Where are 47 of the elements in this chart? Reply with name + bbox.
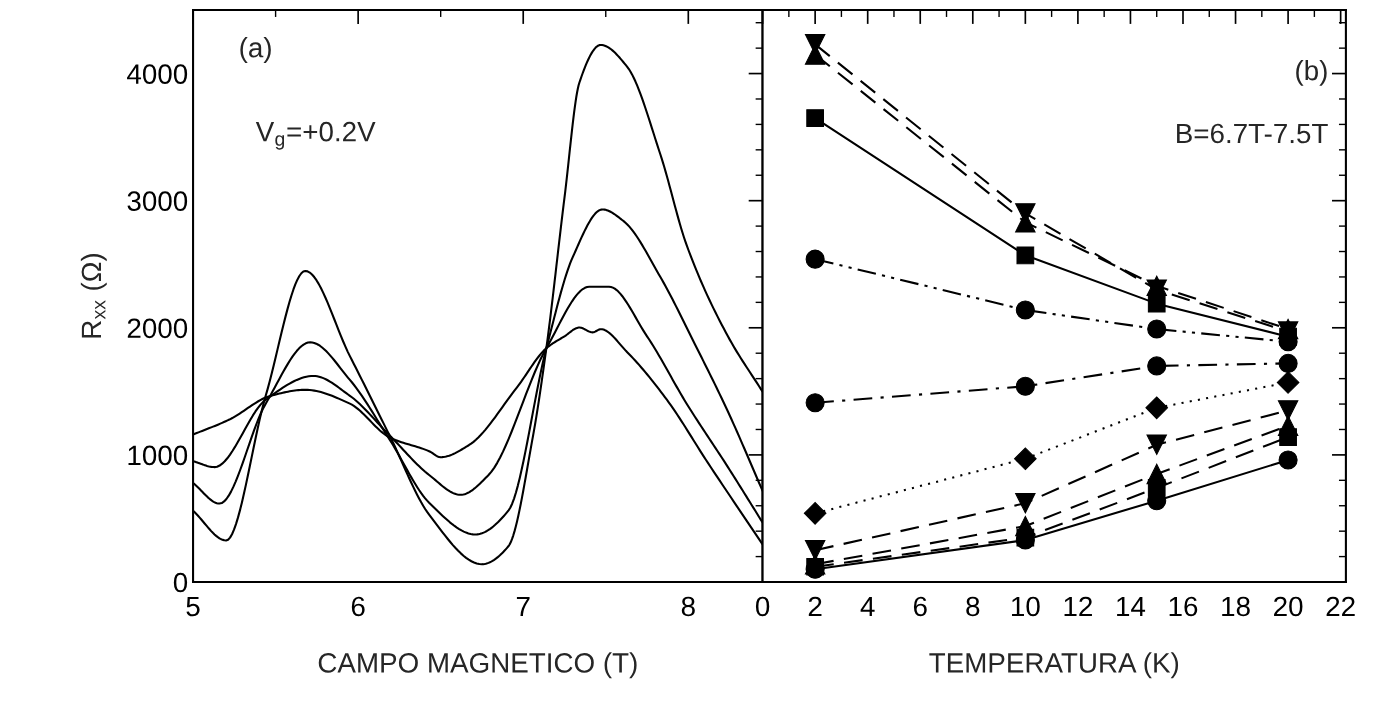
x-tick-label: 12: [1064, 596, 1092, 617]
x-tick-label: 2: [808, 596, 822, 617]
x-tick-label: 6: [913, 596, 927, 617]
y-tick-label: 1000: [128, 445, 188, 466]
x-tick-label: 20: [1274, 596, 1303, 617]
y-tick-label: 3000: [127, 191, 188, 212]
point: [1147, 319, 1167, 339]
point: [1146, 434, 1167, 455]
point: [1278, 353, 1298, 373]
x-tick-label: 14: [1117, 596, 1146, 617]
point: [1279, 428, 1297, 446]
x-tick-label: 16: [1169, 596, 1198, 617]
point: [1277, 400, 1299, 421]
annotation: (b): [1296, 59, 1327, 86]
x-axis-title: CAMPO MAGNETICO (T): [318, 652, 637, 679]
point: [1015, 300, 1035, 320]
x-tick-label: 18: [1222, 596, 1250, 617]
y-tick-label: 2000: [127, 318, 188, 339]
point: [803, 502, 827, 525]
x-tick-label: 5: [186, 596, 200, 617]
point: [1276, 371, 1300, 394]
point: [1015, 492, 1036, 514]
x-tick-label: 7: [516, 596, 530, 617]
x-tick-label: 0: [755, 596, 770, 617]
point: [1015, 376, 1035, 396]
x-axis-title: TEMPERATURA (K): [929, 652, 1179, 679]
point: [1145, 396, 1169, 420]
point: [806, 109, 824, 127]
x-tick-label: 4: [860, 596, 875, 617]
x-tick-label: 22: [1326, 596, 1355, 617]
annotation: (a): [240, 37, 271, 63]
y-axis-title: R$_{xx}$ (Ω): [80, 254, 107, 338]
x-tick-label: 10: [1012, 596, 1040, 617]
point: [1014, 447, 1037, 471]
x-tick-label: 8: [681, 596, 695, 617]
y-tick-label: 0: [173, 572, 188, 593]
point: [1147, 356, 1167, 376]
x-tick-label: 6: [351, 596, 365, 617]
point: [1278, 450, 1298, 470]
x-tick-label: 8: [966, 596, 980, 617]
y-tick-label: 4000: [127, 64, 188, 84]
annotation: B=6.7T-7.5T: [1177, 123, 1328, 144]
annotation: V$_{g}$=+0.2V: [255, 121, 376, 150]
point: [1016, 246, 1035, 265]
point: [805, 249, 825, 269]
point: [805, 393, 825, 413]
point: [1147, 294, 1166, 313]
